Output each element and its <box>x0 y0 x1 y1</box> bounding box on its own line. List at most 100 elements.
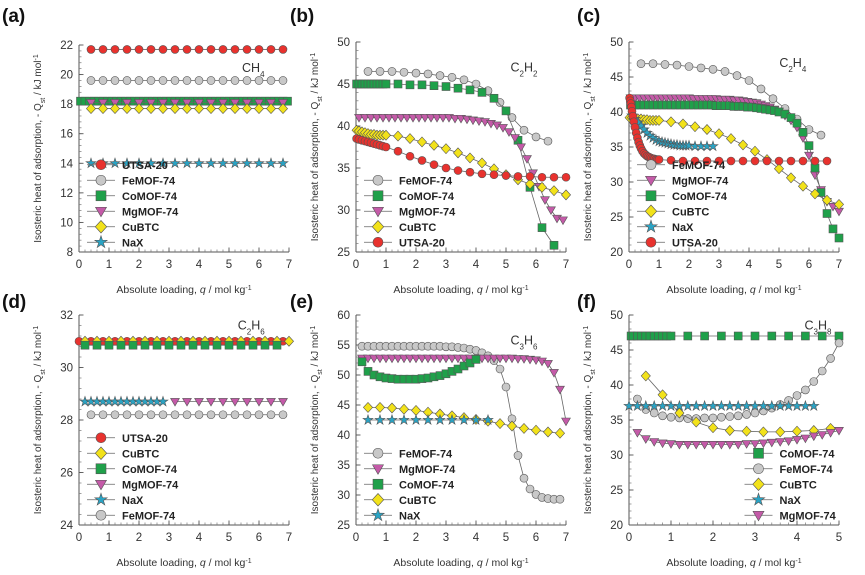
y-tick-label: 20 <box>610 247 623 259</box>
legend-marker <box>752 477 765 491</box>
data-point <box>452 147 464 159</box>
legend-marker <box>372 447 384 459</box>
legend-marker <box>95 463 107 475</box>
data-point <box>549 369 559 378</box>
legend-item: NaX <box>87 492 144 507</box>
legend-marker <box>372 190 384 202</box>
x-tick-label: 7 <box>836 259 842 271</box>
data-point <box>122 45 132 54</box>
legend-item: FeMOF-74 <box>744 463 834 476</box>
legend-label: NaX <box>399 510 421 522</box>
data-point <box>801 385 810 395</box>
data-point <box>170 76 180 85</box>
series-utsa-20 <box>86 45 288 54</box>
y-tick-label: 40 <box>337 430 350 442</box>
x-tick-label: 4 <box>196 259 203 271</box>
x-axis-label-part: / mol kg <box>483 557 523 569</box>
data-point <box>554 427 566 439</box>
data-point <box>169 157 181 169</box>
data-point <box>707 422 719 434</box>
x-axis-label-part: Absolute loading, <box>393 284 476 296</box>
legend: CoMOF-74 FeMOF-74 CuBTC NaX MgMOF-74 <box>744 447 837 522</box>
x-axis-label-part: / mol kg <box>206 557 246 569</box>
x-axis-label-part: -1 <box>795 558 801 565</box>
x-axis-label-part: -1 <box>245 558 251 565</box>
x-tick-label: 0 <box>626 532 632 544</box>
x-tick-label: 7 <box>286 259 292 271</box>
y-axis-label: Isosteric heat of adsorption, - Qst / kJ… <box>310 326 324 515</box>
legend-label: CoMOF-74 <box>122 191 178 203</box>
data-point <box>799 399 812 411</box>
gas-label-part: C <box>779 56 788 70</box>
data-point <box>766 438 777 448</box>
data-point <box>423 69 433 79</box>
data-point <box>145 157 157 169</box>
data-point <box>146 410 156 420</box>
legend-item: CuBTC <box>744 477 817 491</box>
legend-item: CuBTC <box>364 220 436 234</box>
data-point <box>741 425 752 437</box>
data-point <box>658 411 667 421</box>
data-point <box>698 399 711 411</box>
legend-item: CoMOF-74 <box>364 478 455 491</box>
y-tick-label: 16 <box>60 129 73 141</box>
legend-item: MgMOF-74 <box>87 479 179 491</box>
gas-label-part: C <box>238 319 247 333</box>
data-point <box>519 125 529 135</box>
x-tick-label: 0 <box>626 259 632 271</box>
legend-marker <box>95 159 107 171</box>
legend: FeMOF-74 MgMOF-74 CoMOF-74 CuBTC NaX <box>364 447 456 522</box>
data-point <box>797 180 809 192</box>
data-point <box>158 410 168 420</box>
data-point <box>636 59 646 69</box>
data-point <box>277 103 289 115</box>
data-point <box>834 338 844 348</box>
legend-item: MgMOF-74 <box>364 464 456 476</box>
y-tick-label: 30 <box>610 177 623 189</box>
legend-item: MgMOF-74 <box>87 206 179 218</box>
data-point <box>396 114 406 123</box>
data-point <box>145 103 157 115</box>
data-point <box>691 416 702 428</box>
data-point <box>817 366 827 376</box>
data-point <box>181 103 193 115</box>
data-point <box>477 169 487 179</box>
y-axis-label-part: / kJ mol <box>33 61 44 98</box>
y-tick-label: 28 <box>60 415 73 427</box>
y-axis-label-part: st <box>40 98 47 104</box>
series-comof-74 <box>357 355 481 384</box>
data-point <box>133 157 145 169</box>
data-point <box>266 398 276 407</box>
data-point <box>501 106 511 116</box>
legend-item: NaX <box>637 219 694 234</box>
data-point <box>631 399 644 411</box>
x-tick-label: 5 <box>226 259 232 271</box>
data-point <box>278 45 288 54</box>
data-point <box>822 156 832 166</box>
gas-label-part: 2 <box>247 327 252 336</box>
data-point <box>157 157 169 169</box>
data-point <box>272 340 282 350</box>
data-point <box>229 157 241 169</box>
y-tick-label: 45 <box>610 72 623 84</box>
data-point <box>110 410 120 420</box>
data-point <box>809 377 819 386</box>
x-tick-label: 2 <box>413 259 419 271</box>
series-utsa-20 <box>625 93 832 166</box>
gas-label: C2H4 <box>779 56 807 74</box>
data-point <box>80 340 90 350</box>
x-tick-label: 5 <box>776 259 782 271</box>
legend-item: CuBTC <box>87 220 159 234</box>
legend-label: FeMOF-74 <box>672 160 726 172</box>
data-point <box>278 410 288 420</box>
legend-item: MgMOF-74 <box>364 206 456 218</box>
legend-label: MgMOF-74 <box>122 206 179 218</box>
data-point <box>109 157 121 169</box>
legend: UTSA-20 CuBTC CoMOF-74 MgMOF-74 NaX FeMOF-74 <box>87 432 179 522</box>
data-point <box>446 413 458 425</box>
data-point <box>266 76 276 85</box>
data-point <box>510 134 520 143</box>
gas-label-part: 3 <box>520 342 525 351</box>
data-point <box>386 402 398 414</box>
data-point <box>501 354 511 364</box>
